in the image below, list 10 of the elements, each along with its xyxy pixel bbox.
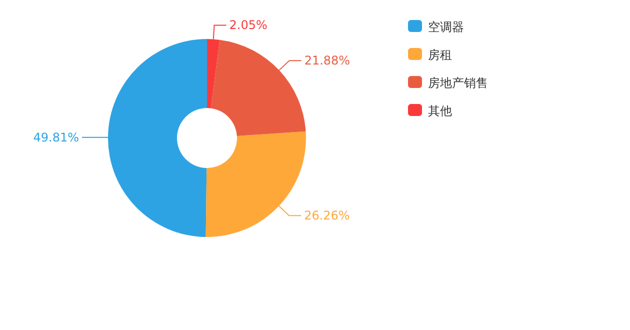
legend-label: 房地产销售 — [428, 76, 488, 90]
donut-slice — [210, 40, 306, 136]
data-label: 2.05% — [229, 18, 268, 32]
legend-label: 房租 — [428, 48, 452, 62]
data-label: 26.26% — [304, 208, 350, 223]
legend-label: 空调器 — [428, 20, 464, 34]
data-label: 21.88% — [304, 54, 350, 68]
donut-slice — [206, 131, 306, 237]
legend-label: 其他 — [428, 104, 452, 118]
data-label: 49.81% — [33, 130, 79, 144]
